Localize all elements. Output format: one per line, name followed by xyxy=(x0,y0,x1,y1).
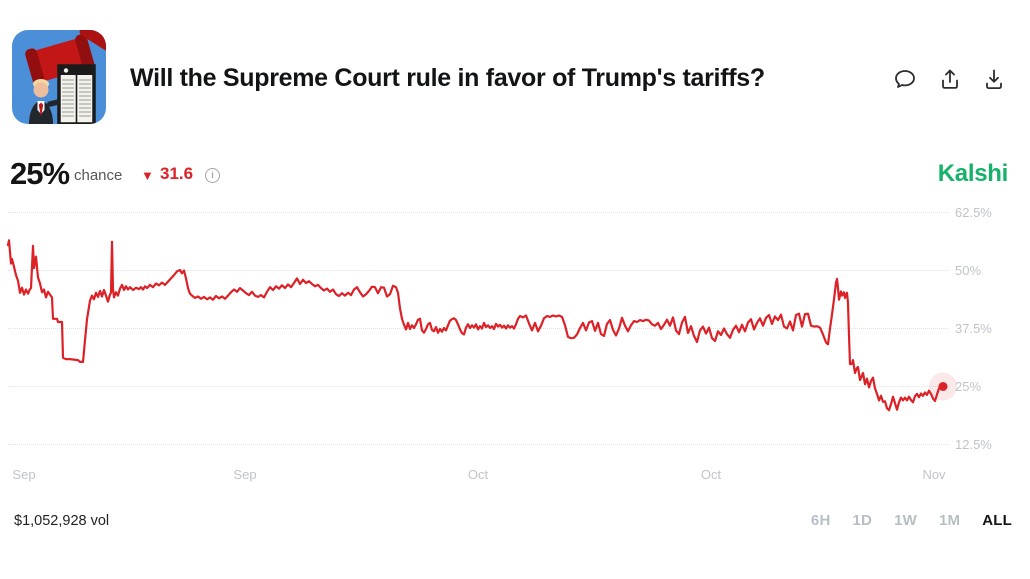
y-axis-tick: 37.5% xyxy=(955,321,992,336)
gridline xyxy=(8,328,948,329)
range-all-button[interactable]: ALL xyxy=(982,512,1012,529)
gridline xyxy=(8,212,948,213)
range-1w-button[interactable]: 1W xyxy=(894,512,917,529)
info-icon[interactable]: i xyxy=(205,168,220,183)
x-axis-tick: Sep xyxy=(233,467,257,482)
y-axis-tick: 62.5% xyxy=(955,205,992,220)
download-button[interactable] xyxy=(980,66,1008,94)
comment-button[interactable] xyxy=(891,66,919,94)
market-thumbnail[interactable] xyxy=(12,30,106,124)
x-axis-tick: Oct xyxy=(467,467,489,482)
kalshi-logo: Kalshi xyxy=(937,160,1009,187)
gridline xyxy=(8,270,948,271)
chance-value: 25% xyxy=(10,156,70,191)
gridline xyxy=(8,444,948,445)
volume-label: $1,052,928 vol xyxy=(14,513,110,529)
download-icon xyxy=(986,69,1002,89)
change-value: 31.6 xyxy=(160,164,194,183)
gavel-thumbnail-image xyxy=(12,30,106,124)
range-6h-button[interactable]: 6H xyxy=(810,512,831,529)
chance-label: chance xyxy=(74,167,123,184)
y-axis-tick: 12.5% xyxy=(955,437,992,452)
y-axis-tick: 25% xyxy=(955,379,982,394)
share-icon xyxy=(942,69,958,89)
range-1d-button[interactable]: 1D xyxy=(852,512,873,529)
time-range-selector: 6H 1D 1W 1M ALL xyxy=(811,512,1012,529)
x-axis-tick: Oct xyxy=(700,467,722,482)
market-title: Will the Supreme Court rule in favor of … xyxy=(130,64,765,92)
share-button[interactable] xyxy=(936,66,964,94)
change-down-triangle-icon: ▼ xyxy=(141,168,154,183)
x-axis-tick: Sep xyxy=(12,467,36,482)
gridline xyxy=(8,386,948,387)
x-axis-tick: Nov xyxy=(922,467,946,482)
comment-icon xyxy=(895,69,915,88)
range-1m-button[interactable]: 1M xyxy=(938,512,961,529)
price-chart[interactable] xyxy=(0,196,1030,486)
y-axis-tick: 50% xyxy=(955,263,982,278)
